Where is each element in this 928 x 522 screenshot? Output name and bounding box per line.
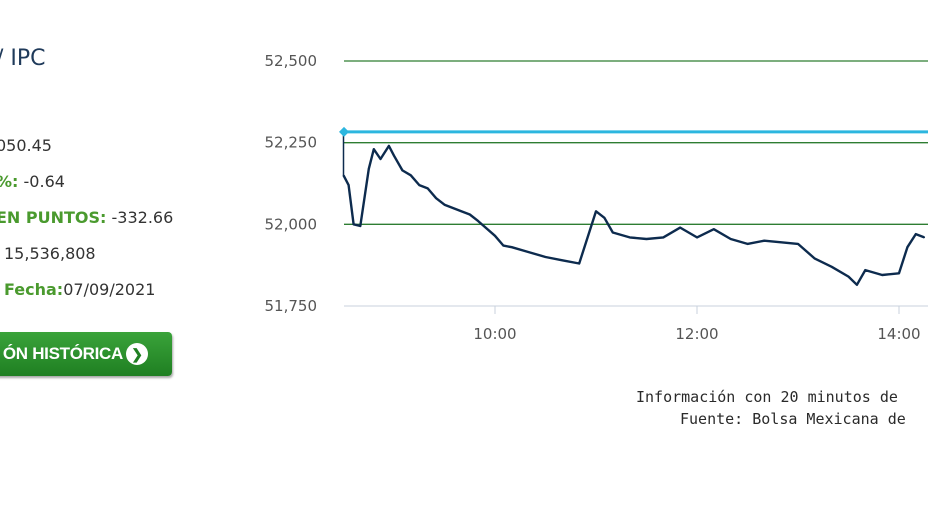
data-point [460,210,463,213]
date-label: Fecha: [4,280,64,299]
data-point [435,197,437,199]
date-row: Fecha:07/09/2021 [4,280,155,299]
data-point [603,217,606,219]
data-point [393,154,395,157]
points-change-label: EN PUNTOS: [0,208,107,227]
data-point [662,236,665,239]
data-point [780,241,782,244]
reference-marker [339,126,349,137]
data-point [477,220,479,222]
y-tick-label: 52,500 [265,52,318,70]
data-point [511,246,513,248]
data-point [373,148,375,150]
price-chart: 52,500 52,250 52,000 51,750 10:00 12:00 14:00 [265,52,928,343]
data-point [898,272,900,275]
data-point [452,207,454,209]
data-point [379,158,382,160]
x-tick-label: 14:00 [877,325,920,343]
points-change-value: -332.66 [111,208,174,227]
data-point [544,256,547,258]
pct-change-label: %: [0,172,19,191]
volume-value: 15,536,808 [4,244,96,263]
data-point [713,228,715,231]
data-point [527,251,530,253]
data-point [502,244,505,247]
data-point [881,274,883,276]
index-title: / IPC [0,46,46,71]
data-point [468,213,471,216]
y-tick-label: 51,750 [265,297,318,315]
last-value: 050.45 [0,136,52,155]
data-point [729,238,732,240]
data-point [578,262,580,265]
data-point [410,174,412,177]
data-point [864,269,867,271]
y-tick-label: 52,250 [265,134,318,152]
data-point [418,184,421,186]
data-point [696,236,698,239]
points-change-row: EN PUNTOS: -332.66 [0,208,173,227]
data-point [746,243,749,245]
data-point [388,145,390,147]
data-point [367,168,370,170]
data-point [494,234,496,237]
pct-change-value: -0.64 [23,172,65,191]
data-point [401,169,404,172]
data-point [443,203,446,206]
y-tick-label: 52,000 [265,215,318,233]
data-point [352,223,355,226]
data-point [628,236,631,239]
data-point [595,210,597,213]
data-point [797,243,799,245]
historical-info-label: ÓN HISTÓRICA [2,344,123,363]
data-point [679,226,681,229]
x-tick-label: 10:00 [473,325,516,343]
data-point [645,238,648,240]
series-line [342,144,925,286]
pct-change-row: %: -0.64 [0,172,65,191]
data-point [906,246,909,248]
data-point [426,187,429,190]
data-point [359,225,362,227]
data-point [923,236,926,239]
data-point [561,259,564,262]
delay-note: Información con 20 minutos de [636,388,898,406]
data-point [763,239,766,242]
data-point [847,275,850,278]
source-note: Fuente: Bolsa Mexicana de [680,410,906,428]
chevron-right-icon: ❯ [126,343,148,365]
date-value: 07/09/2021 [63,280,156,299]
data-point [814,257,816,260]
historical-info-button[interactable]: ÓN HISTÓRICA ❯ [0,332,172,376]
data-point [856,283,858,286]
x-tick-label: 12:00 [675,325,718,343]
data-point [342,174,345,177]
data-point [612,231,614,234]
data-point [830,266,833,268]
data-point [915,233,917,235]
data-point [347,184,350,186]
